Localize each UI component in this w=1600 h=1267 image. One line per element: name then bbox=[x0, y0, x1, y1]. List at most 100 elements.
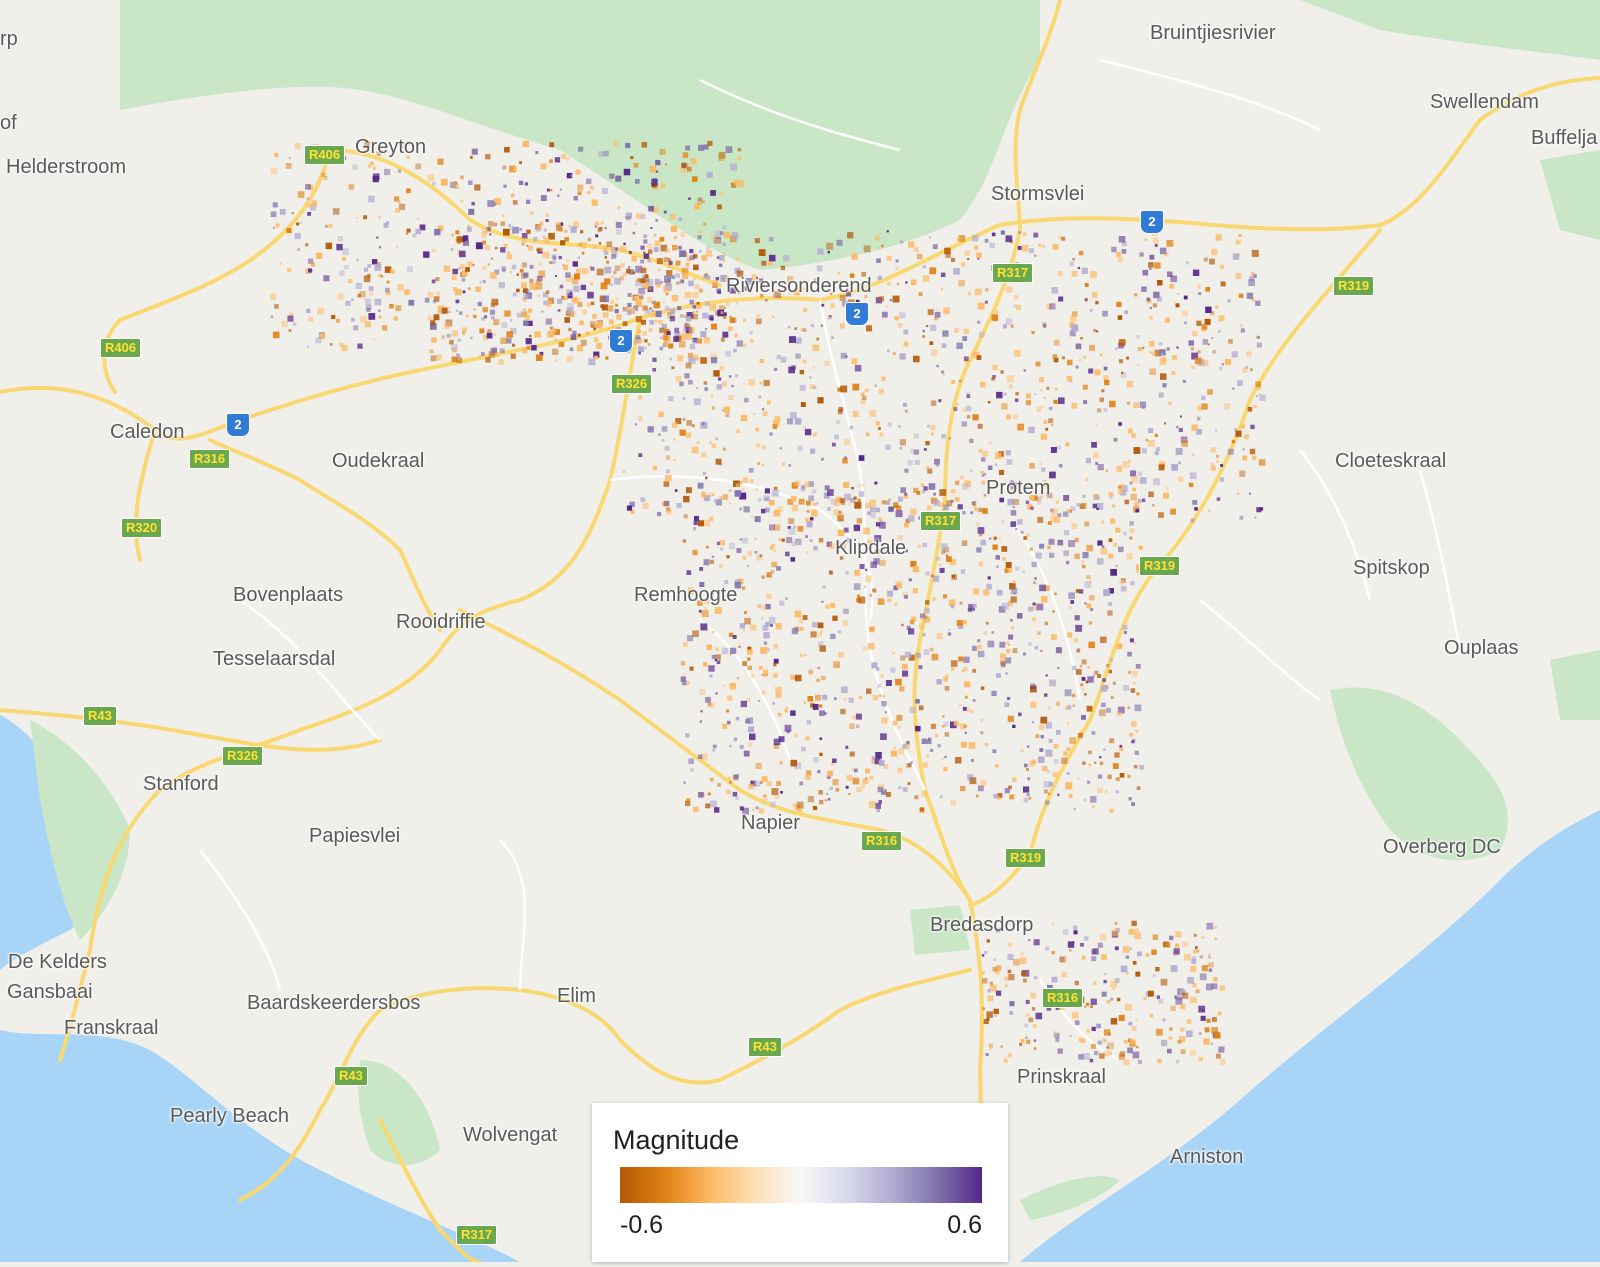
magnitude-pixel bbox=[510, 328, 517, 335]
magnitude-pixel bbox=[690, 158, 697, 165]
magnitude-pixel bbox=[1010, 618, 1013, 622]
place-label[interactable]: Ouplaas bbox=[1444, 637, 1519, 659]
magnitude-pixel bbox=[1090, 796, 1097, 803]
magnitude-pixel bbox=[663, 210, 667, 214]
magnitude-pixel bbox=[900, 487, 906, 493]
magnitude-pixel bbox=[913, 247, 919, 252]
place-label[interactable]: Bovenplaats bbox=[233, 584, 344, 606]
magnitude-pixel bbox=[1085, 680, 1089, 684]
magnitude-pixel bbox=[701, 255, 708, 261]
magnitude-pixel bbox=[397, 169, 401, 173]
place-label[interactable]: Bruintjiesrivier bbox=[1150, 22, 1276, 44]
place-label[interactable]: Arniston bbox=[1170, 1146, 1244, 1168]
magnitude-pixel bbox=[743, 477, 749, 483]
magnitude-pixel bbox=[1076, 503, 1080, 507]
place-label[interactable]: Baardskeerdersbos bbox=[247, 992, 421, 1014]
place-label[interactable]: Greyton bbox=[355, 136, 427, 158]
magnitude-pixel bbox=[615, 303, 619, 307]
place-label[interactable]: rp bbox=[0, 28, 18, 50]
magnitude-pixel bbox=[518, 180, 524, 185]
place-label[interactable]: Caledon bbox=[110, 421, 185, 443]
magnitude-pixel bbox=[1053, 399, 1058, 404]
place-label[interactable]: Klipdale bbox=[835, 537, 907, 559]
magnitude-pixel bbox=[512, 292, 517, 297]
magnitude-pixel bbox=[659, 236, 665, 242]
place-label[interactable]: Bredasdorp bbox=[930, 914, 1034, 936]
magnitude-pixel bbox=[1103, 375, 1109, 381]
magnitude-pixel bbox=[1088, 641, 1095, 649]
magnitude-pixel bbox=[459, 250, 466, 258]
magnitude-pixel bbox=[913, 449, 920, 455]
place-label[interactable]: Protem bbox=[986, 477, 1051, 499]
magnitude-pixel bbox=[1030, 506, 1034, 510]
place-label[interactable]: Gansbaai bbox=[7, 981, 93, 1003]
magnitude-pixel bbox=[1169, 935, 1174, 941]
magnitude-pixel bbox=[1149, 368, 1156, 375]
place-label[interactable]: Spitskop bbox=[1353, 557, 1430, 579]
magnitude-pixel bbox=[739, 507, 742, 511]
magnitude-pixel bbox=[1165, 486, 1169, 490]
place-label[interactable]: Franskraal bbox=[64, 1017, 159, 1039]
magnitude-pixel bbox=[764, 507, 770, 513]
place-label[interactable]: Stormsvlei bbox=[991, 183, 1085, 205]
place-label[interactable]: Wolvengat bbox=[463, 1124, 558, 1146]
magnitude-pixel bbox=[676, 503, 682, 509]
magnitude-pixel bbox=[717, 204, 722, 210]
magnitude-pixel bbox=[600, 221, 604, 225]
magnitude-pixel bbox=[794, 733, 798, 737]
magnitude-pixel bbox=[620, 263, 625, 268]
road-shield: R43 bbox=[748, 1037, 782, 1057]
magnitude-pixel bbox=[1245, 366, 1248, 369]
magnitude-pixel bbox=[1025, 400, 1031, 406]
magnitude-pixel bbox=[746, 717, 753, 724]
magnitude-pixel bbox=[547, 331, 554, 338]
place-label[interactable]: Oudekraal bbox=[332, 450, 425, 472]
magnitude-pixel bbox=[490, 272, 497, 279]
magnitude-pixel bbox=[1149, 267, 1152, 270]
place-label[interactable]: Rooidriffie bbox=[396, 611, 486, 633]
magnitude-pixel bbox=[430, 355, 437, 362]
magnitude-pixel bbox=[566, 307, 574, 314]
magnitude-pixel bbox=[812, 365, 816, 369]
magnitude-pixel bbox=[941, 288, 944, 291]
national-route-shield: 2 bbox=[226, 413, 250, 437]
magnitude-pixel bbox=[701, 612, 707, 618]
magnitude-pixel bbox=[1078, 732, 1083, 737]
magnitude-pixel bbox=[837, 271, 841, 275]
place-label[interactable]: Remhoogte bbox=[634, 584, 738, 606]
place-label[interactable]: Swellendam bbox=[1430, 91, 1539, 113]
magnitude-pixel bbox=[751, 674, 754, 678]
magnitude-pixel bbox=[861, 784, 866, 789]
magnitude-pixel bbox=[498, 359, 504, 365]
place-label[interactable]: Cloeteskraal bbox=[1335, 450, 1447, 472]
magnitude-pixel bbox=[754, 537, 757, 540]
place-label[interactable]: Napier bbox=[741, 812, 800, 834]
place-label[interactable]: Overberg DC bbox=[1383, 836, 1501, 858]
magnitude-pixel bbox=[545, 318, 552, 325]
magnitude-pixel bbox=[485, 357, 491, 363]
magnitude-pixel bbox=[769, 254, 776, 262]
place-label[interactable]: De Kelders bbox=[8, 951, 107, 973]
magnitude-pixel bbox=[793, 525, 796, 529]
place-label[interactable]: Stanford bbox=[143, 773, 219, 795]
magnitude-pixel bbox=[272, 202, 278, 208]
magnitude-pixel bbox=[718, 155, 724, 161]
magnitude-pixel bbox=[488, 351, 495, 358]
magnitude-pixel bbox=[929, 267, 937, 275]
magnitude-pixel bbox=[1073, 638, 1079, 643]
magnitude-pixel bbox=[1088, 750, 1092, 755]
magnitude-pixel bbox=[1248, 279, 1255, 287]
magnitude-pixel bbox=[689, 249, 694, 254]
place-label[interactable]: Papiesvlei bbox=[309, 825, 401, 847]
magnitude-pixel bbox=[699, 567, 704, 571]
place-label[interactable]: Pearly Beach bbox=[170, 1105, 289, 1127]
place-label[interactable]: Riviersonderend bbox=[726, 275, 872, 297]
place-label[interactable]: Tesselaarsdal bbox=[213, 648, 336, 670]
place-label[interactable]: Prinskraal bbox=[1017, 1066, 1106, 1088]
place-label[interactable]: Buffelja bbox=[1531, 127, 1598, 149]
place-label[interactable]: of bbox=[0, 112, 17, 134]
place-label[interactable]: Elim bbox=[557, 985, 596, 1007]
magnitude-pixel bbox=[1063, 530, 1070, 536]
place-label[interactable]: Helderstroom bbox=[6, 156, 127, 178]
